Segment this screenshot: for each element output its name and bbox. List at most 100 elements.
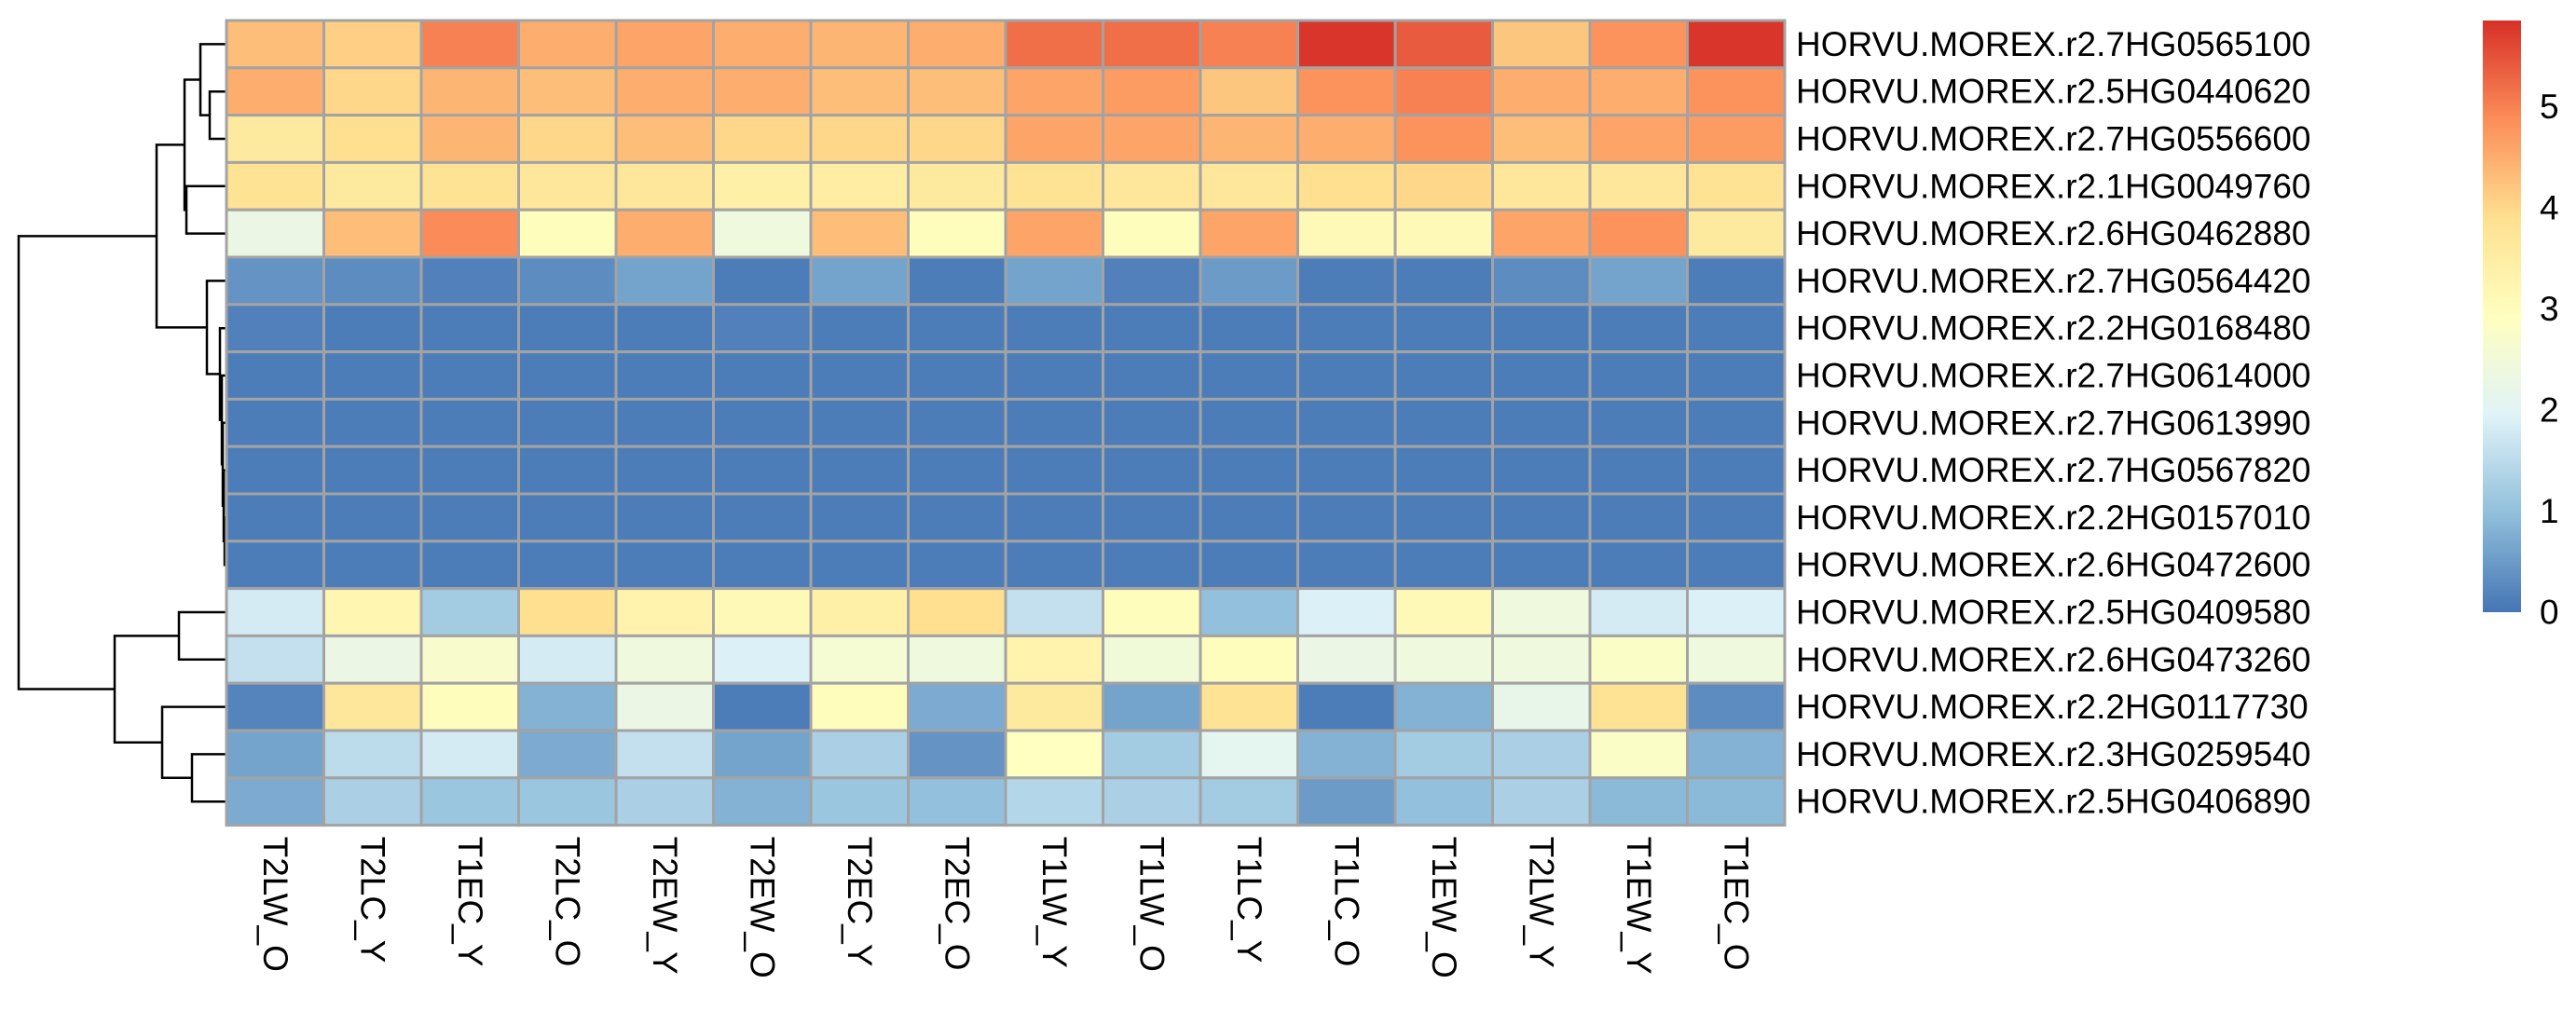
heatmap-cell <box>1199 634 1299 685</box>
heatmap-cell <box>1393 303 1494 354</box>
row-label: HORVU.MOREX.r2.7HG0614000 <box>1796 357 2311 395</box>
heatmap-cell <box>322 19 423 70</box>
dendrogram-branch <box>155 144 207 329</box>
heatmap-cell <box>1686 114 1787 164</box>
heatmap-cell <box>517 587 618 637</box>
heatmap-cell <box>907 397 1007 448</box>
heatmap-cell <box>1588 208 1689 259</box>
legend-tick-label: 2 <box>2540 390 2559 429</box>
heatmap-cell <box>1004 587 1104 637</box>
heatmap-cell <box>1491 444 1592 496</box>
heatmap-cell <box>1491 66 1592 117</box>
dendrogram-branch <box>160 705 226 780</box>
heatmap-cell <box>225 681 325 732</box>
heatmap-cell <box>1296 681 1397 732</box>
heatmap-cell <box>1199 444 1299 496</box>
heatmap-cell <box>517 255 618 307</box>
heatmap-cell <box>1491 350 1592 401</box>
heatmap-cell <box>614 66 715 117</box>
heatmap-cell <box>1102 160 1202 212</box>
row-label: HORVU.MOREX.r2.3HG0259540 <box>1796 735 2311 773</box>
heatmap-cell <box>1296 160 1397 212</box>
heatmap-cell <box>1004 729 1104 780</box>
dendrogram-branch <box>177 610 226 662</box>
heatmap-cell <box>1686 681 1787 732</box>
heatmap-cell <box>809 19 910 70</box>
heatmap-cell <box>322 729 423 780</box>
heatmap-cell <box>614 492 715 543</box>
heatmap-cell <box>1199 114 1299 164</box>
heatmap-cell <box>1588 634 1689 685</box>
heatmap-cell <box>614 208 715 259</box>
heatmap-cell <box>419 776 520 827</box>
heatmap-cell <box>1199 160 1299 212</box>
heatmap-cell <box>1004 681 1104 732</box>
heatmap-cell <box>1102 208 1202 259</box>
heatmap-cell <box>322 492 423 543</box>
heatmap-cell <box>225 66 325 117</box>
heatmap-cell <box>225 540 325 591</box>
dendrogram-branch <box>17 235 157 690</box>
heatmap-cell <box>809 255 910 307</box>
heatmap-cell <box>1296 19 1397 70</box>
row-label: HORVU.MOREX.r2.7HG0565100 <box>1796 25 2311 63</box>
row-label: HORVU.MOREX.r2.5HG0440620 <box>1796 73 2311 111</box>
legend-tick-label: 0 <box>2540 594 2559 632</box>
heatmap-cell <box>1296 255 1397 307</box>
heatmap-cell <box>1296 776 1397 827</box>
heatmap-cell <box>225 160 325 212</box>
heatmap-cell <box>517 114 618 164</box>
heatmap-cell <box>1588 255 1689 307</box>
heatmap-cell <box>809 729 910 780</box>
heatmap-cell <box>419 303 520 354</box>
heatmap-cell <box>809 540 910 591</box>
row-label: HORVU.MOREX.r2.2HG0157010 <box>1796 499 2311 537</box>
column-label: T2EC_Y <box>841 837 879 967</box>
heatmap-cell <box>1004 540 1104 591</box>
legend-tick-label: 5 <box>2540 88 2559 126</box>
heatmap-cell <box>1296 303 1397 354</box>
heatmap-cell <box>809 160 910 212</box>
heatmap-cell <box>1102 681 1202 732</box>
heatmap-cell <box>1296 587 1397 637</box>
heatmap-cell <box>907 19 1007 70</box>
heatmap-cell <box>1296 208 1397 259</box>
heatmap-cell <box>1199 540 1299 591</box>
column-label: T2LW_O <box>256 837 295 972</box>
heatmap-cell <box>1102 444 1202 496</box>
heatmap-cell <box>1588 160 1689 212</box>
heatmap-cell <box>1199 397 1299 448</box>
heatmap-cell <box>1588 540 1689 591</box>
heatmap-cell <box>1199 492 1299 543</box>
heatmap-cell <box>1296 350 1397 401</box>
row-labels: HORVU.MOREX.r2.7HG0565100 HORVU.MOREX.r2.… <box>1796 25 2311 821</box>
row-label: HORVU.MOREX.r2.6HG0473260 <box>1796 640 2311 678</box>
heatmap-cell <box>1393 19 1494 70</box>
heatmap-cell <box>1004 160 1104 212</box>
heatmap-cell <box>1588 492 1689 543</box>
heatmap-cell <box>1588 444 1689 496</box>
heatmap-cell <box>1102 634 1202 685</box>
heatmap-cell <box>1686 587 1787 637</box>
heatmap-cell <box>907 303 1007 354</box>
heatmap-cell <box>419 729 520 780</box>
heatmap-cell <box>1686 19 1787 70</box>
heatmap-cell <box>1199 19 1299 70</box>
heatmap-cell <box>1004 350 1104 401</box>
heatmap-cell <box>712 397 813 448</box>
heatmap-cell <box>1199 66 1299 117</box>
heatmap-cell <box>1491 255 1592 307</box>
heatmap-cell <box>1199 350 1299 401</box>
heatmap-cell <box>517 729 618 780</box>
heatmap-cell <box>1686 540 1787 591</box>
heatmap-cell <box>419 350 520 401</box>
heatmap-cell <box>419 540 520 591</box>
heatmap-cell <box>1588 587 1689 637</box>
column-label: T2LC_O <box>548 837 586 967</box>
heatmap-cell <box>419 681 520 732</box>
heatmap-cell <box>712 255 813 307</box>
heatmap-cell <box>1686 303 1787 354</box>
heatmap-cell <box>1393 160 1494 212</box>
row-label: HORVU.MOREX.r2.5HG0409580 <box>1796 594 2311 632</box>
heatmap-cell <box>1588 303 1689 354</box>
